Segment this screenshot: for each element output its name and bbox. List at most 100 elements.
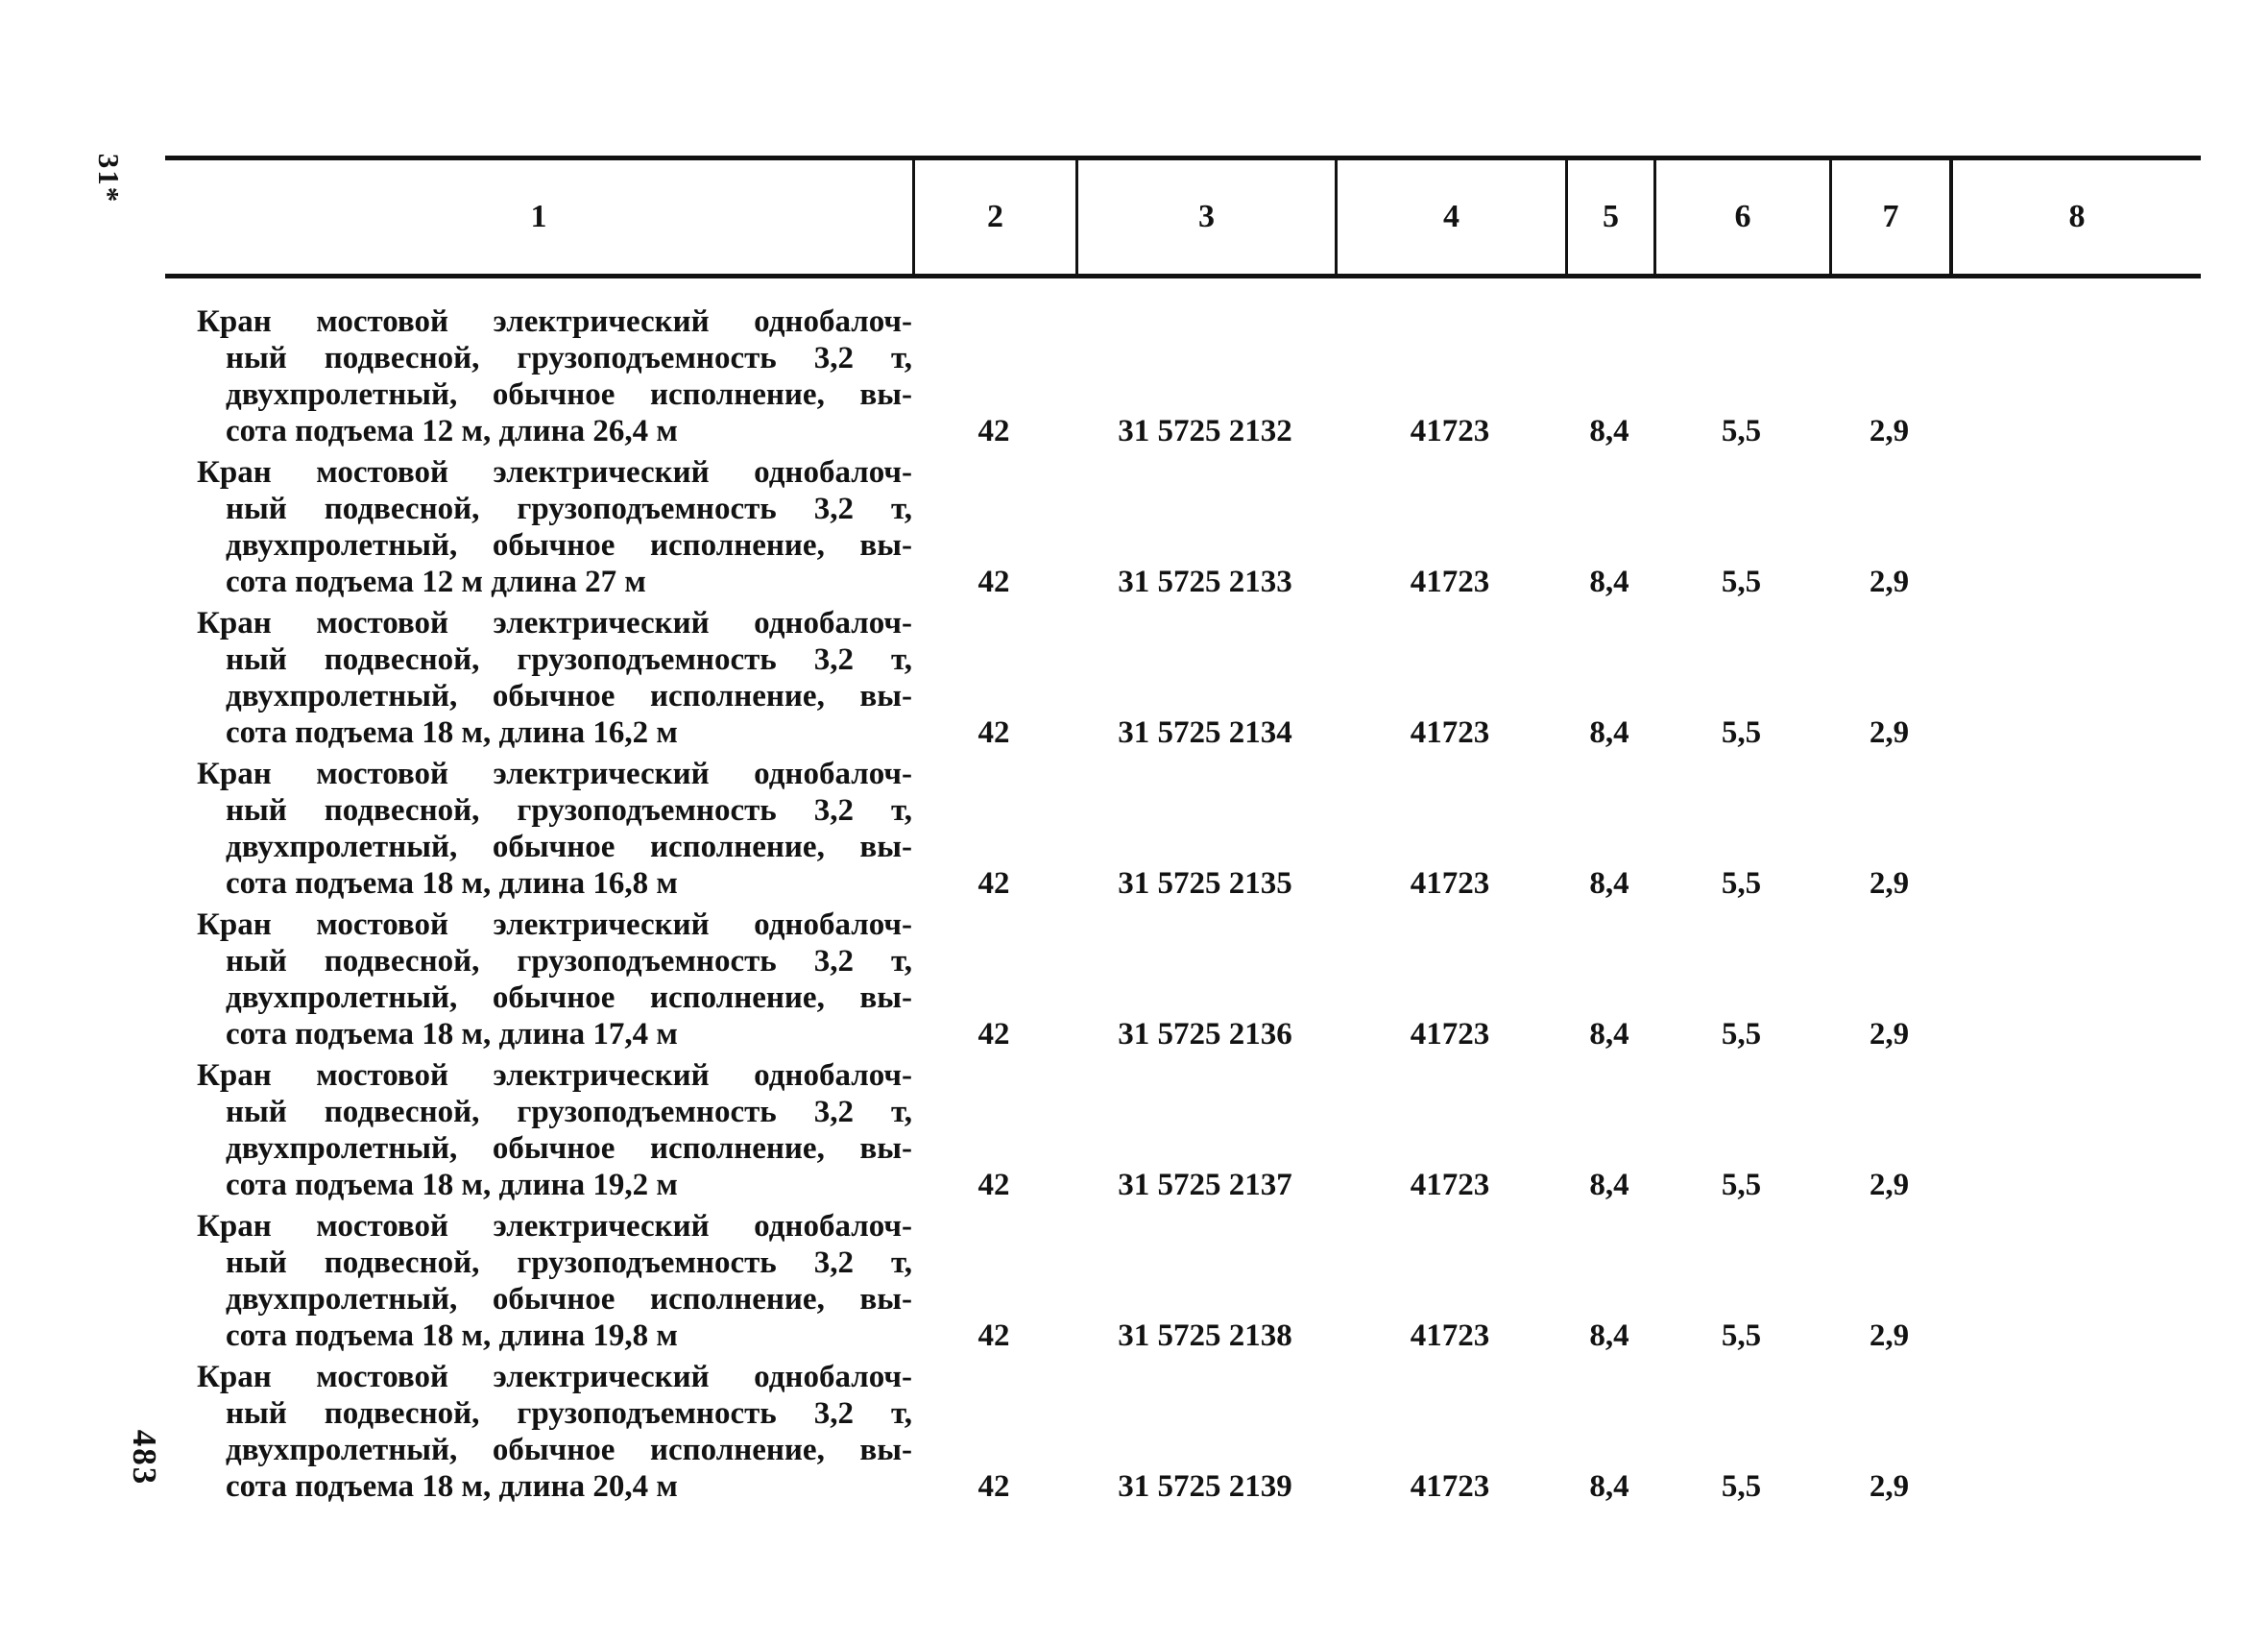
cell-col7-value: 2,9	[1869, 715, 1910, 750]
column-header-8: 8	[1949, 160, 2201, 274]
description-line: сота подъема 18 м, длина 16,2 м	[226, 715, 678, 750]
description-line: двухпролетный, обычное исполнение, вы-	[226, 1433, 912, 1467]
description-line: сота подъема 18 м, длина 19,8 м	[226, 1318, 678, 1353]
column-header-4: 4	[1335, 160, 1565, 274]
cell-col7-value: 2,9	[1869, 1318, 1910, 1353]
cell-col7-value: 2,9	[1869, 1168, 1910, 1202]
cell-col4-okp-code: 41723	[1410, 715, 1490, 750]
cell-col5-value: 8,4	[1589, 866, 1629, 901]
cell-col5-value: 8,4	[1589, 1017, 1629, 1052]
cell-col6-value: 5,5	[1721, 414, 1762, 448]
cell-col5-value: 8,4	[1589, 715, 1629, 750]
cell-col2-group-code: 42	[977, 1469, 1010, 1504]
cell-col3-product-code: 31 5725 2133	[1118, 565, 1292, 599]
cell-col5-value: 8,4	[1589, 414, 1629, 448]
cell-col6-value: 5,5	[1721, 1168, 1762, 1202]
description-line: Кран мостовой электрический однобалоч-	[197, 1209, 912, 1244]
column-header-7: 7	[1829, 160, 1949, 274]
description-line: Кран мостовой электрический однобалоч-	[197, 455, 912, 490]
description-line: двухпролетный, обычное исполнение, вы-	[226, 980, 912, 1015]
table-row: Кран мостовой электрический однобалоч- н…	[165, 454, 2201, 600]
table-header-row: 1 2 3 4 5 6 7 8	[165, 156, 2201, 278]
cell-col7-value: 2,9	[1869, 414, 1910, 448]
description-line: Кран мостовой электрический однобалоч-	[197, 1360, 912, 1394]
column-header-1: 1	[530, 199, 547, 234]
description-line: сота подъема 12 м длина 27 м	[226, 565, 646, 599]
row-description: Кран мостовой электрический однобалоч- н…	[165, 1359, 912, 1505]
catalog-table: 1 2 3 4 5 6 7 8 Кран мостовой электричес…	[165, 156, 2201, 1510]
table-body: Кран мостовой электрический однобалоч- н…	[165, 278, 2201, 1505]
marginal-chapter-label: 31*	[92, 153, 126, 205]
cell-col3-product-code: 31 5725 2137	[1118, 1168, 1292, 1202]
cell-col4-okp-code: 41723	[1410, 1469, 1490, 1504]
description-line: сота подъема 18 м, длина 19,2 м	[226, 1168, 678, 1202]
description-line: сота подъема 18 м, длина 16,8 м	[226, 866, 678, 901]
cell-col4-okp-code: 41723	[1410, 565, 1490, 599]
cell-col2-group-code: 42	[977, 1168, 1010, 1202]
description-line: Кран мостовой электрический однобалоч-	[197, 1058, 912, 1093]
description-line: ный подвесной, грузоподъемность 3,2 т,	[226, 642, 912, 677]
cell-col6-value: 5,5	[1721, 715, 1762, 750]
row-description: Кран мостовой электрический однобалоч- н…	[165, 1057, 912, 1203]
cell-col3-product-code: 31 5725 2139	[1118, 1469, 1292, 1504]
cell-col2-group-code: 42	[977, 866, 1010, 901]
description-line: сота подъема 12 м, длина 26,4 м	[226, 414, 678, 448]
cell-col4-okp-code: 41723	[1410, 414, 1490, 448]
column-header-5: 5	[1565, 160, 1653, 274]
cell-col2-group-code: 42	[977, 414, 1010, 448]
page-number: 483	[126, 1429, 163, 1487]
description-line: Кран мостовой электрический однобалоч-	[197, 304, 912, 339]
description-line: ный подвесной, грузоподъемность 3,2 т,	[226, 1245, 912, 1280]
description-line: Кран мостовой электрический однобалоч-	[197, 757, 912, 791]
description-line: ный подвесной, грузоподъемность 3,2 т,	[226, 793, 912, 828]
table-row: Кран мостовой электрический однобалоч- н…	[165, 1208, 2201, 1354]
table-row: Кран мостовой электрический однобалоч- н…	[165, 1359, 2201, 1505]
description-line: ный подвесной, грузоподъемность 3,2 т,	[226, 1095, 912, 1129]
row-description: Кран мостовой электрический однобалоч- н…	[165, 907, 912, 1052]
cell-col6-value: 5,5	[1721, 866, 1762, 901]
cell-col6-value: 5,5	[1721, 1469, 1762, 1504]
cell-col5-value: 8,4	[1589, 1469, 1629, 1504]
cell-col7-value: 2,9	[1869, 866, 1910, 901]
cell-col2-group-code: 42	[977, 565, 1010, 599]
description-line: двухпролетный, обычное исполнение, вы-	[226, 1282, 912, 1317]
cell-col5-value: 8,4	[1589, 1318, 1629, 1353]
cell-col5-value: 8,4	[1589, 565, 1629, 599]
cell-col6-value: 5,5	[1721, 1318, 1762, 1353]
description-line: ный подвесной, грузоподъемность 3,2 т,	[226, 944, 912, 979]
description-line: двухпролетный, обычное исполнение, вы-	[226, 679, 912, 713]
cell-col3-product-code: 31 5725 2132	[1118, 414, 1292, 448]
description-line: Кран мостовой электрический однобалоч-	[197, 606, 912, 641]
cell-col6-value: 5,5	[1721, 565, 1762, 599]
cell-col3-product-code: 31 5725 2134	[1118, 715, 1292, 750]
row-description: Кран мостовой электрический однобалоч- н…	[165, 303, 912, 449]
cell-col3-product-code: 31 5725 2138	[1118, 1318, 1292, 1353]
column-header-6: 6	[1653, 160, 1829, 274]
description-line: ный подвесной, грузоподъемность 3,2 т,	[226, 492, 912, 526]
description-line: ный подвесной, грузоподъемность 3,2 т,	[226, 341, 912, 375]
description-line: двухпролетный, обычное исполнение, вы-	[226, 528, 912, 563]
cell-col6-value: 5,5	[1721, 1017, 1762, 1052]
description-line: двухпролетный, обычное исполнение, вы-	[226, 377, 912, 412]
table-row: Кран мостовой электрический однобалоч- н…	[165, 756, 2201, 902]
description-line: двухпролетный, обычное исполнение, вы-	[226, 1131, 912, 1166]
cell-col4-okp-code: 41723	[1410, 1017, 1490, 1052]
description-line: сота подъема 18 м, длина 20,4 м	[226, 1469, 678, 1504]
cell-col4-okp-code: 41723	[1410, 1318, 1490, 1353]
cell-col3-product-code: 31 5725 2136	[1118, 1017, 1292, 1052]
row-description: Кран мостовой электрический однобалоч- н…	[165, 605, 912, 751]
description-line: ный подвесной, грузоподъемность 3,2 т,	[226, 1396, 912, 1431]
cell-col5-value: 8,4	[1589, 1168, 1629, 1202]
column-header-2: 2	[912, 160, 1075, 274]
row-description: Кран мостовой электрический однобалоч- н…	[165, 454, 912, 600]
column-header-3: 3	[1075, 160, 1335, 274]
cell-col4-okp-code: 41723	[1410, 866, 1490, 901]
table-row: Кран мостовой электрический однобалоч- н…	[165, 605, 2201, 751]
cell-col7-value: 2,9	[1869, 565, 1910, 599]
cell-col7-value: 2,9	[1869, 1469, 1910, 1504]
table-row: Кран мостовой электрический однобалоч- н…	[165, 907, 2201, 1052]
table-row: Кран мостовой электрический однобалоч- н…	[165, 303, 2201, 449]
cell-col2-group-code: 42	[977, 715, 1010, 750]
cell-col7-value: 2,9	[1869, 1017, 1910, 1052]
row-description: Кран мостовой электрический однобалоч- н…	[165, 1208, 912, 1354]
